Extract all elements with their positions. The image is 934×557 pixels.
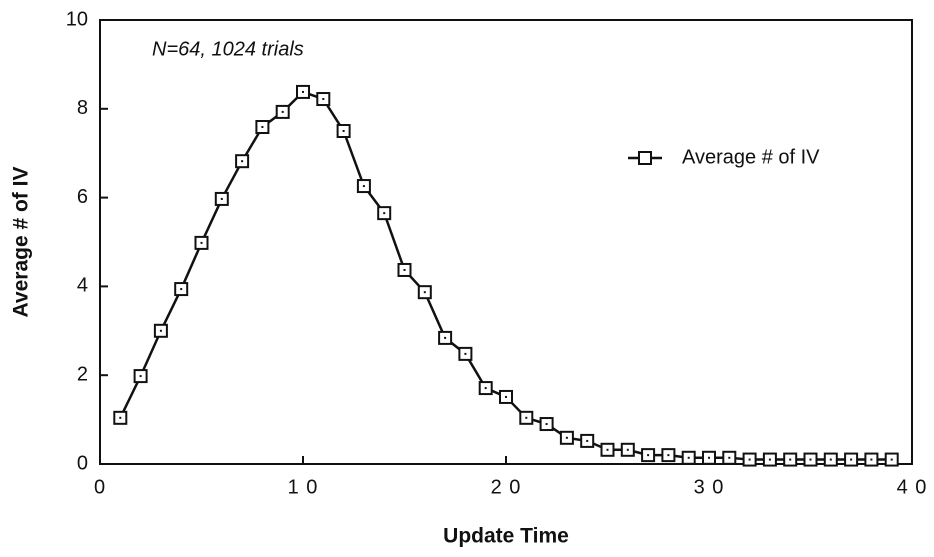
- y-tick-label: 10: [66, 8, 88, 30]
- y-tick-label: 4: [77, 275, 88, 297]
- data-point-dot: [768, 458, 771, 461]
- data-point-dot: [728, 456, 731, 459]
- data-point-dot: [484, 387, 487, 390]
- data-point-dot: [403, 268, 406, 271]
- y-tick-label: 6: [77, 186, 88, 208]
- data-point-dot: [281, 110, 284, 113]
- data-point-dot: [200, 241, 203, 244]
- data-point-dot: [890, 458, 893, 461]
- data-point-dot: [322, 98, 325, 101]
- data-point-dot: [545, 423, 548, 426]
- data-point-dot: [159, 329, 162, 332]
- legend-label: Average # of IV: [682, 146, 820, 168]
- y-tick-label: 2: [77, 363, 88, 385]
- data-point-dot: [220, 197, 223, 200]
- data-point-dot: [423, 291, 426, 294]
- data-point-dot: [505, 395, 507, 398]
- data-point-dot: [606, 448, 609, 451]
- data-point-dot: [748, 458, 751, 461]
- x-tick-label: 1 0: [288, 476, 319, 498]
- data-point-dot: [667, 454, 670, 457]
- annotation: N=64, 1024 trials: [152, 38, 304, 60]
- data-point-dot: [342, 130, 345, 132]
- data-point-dot: [119, 416, 122, 419]
- y-tick-label: 0: [77, 452, 88, 474]
- data-point-dot: [850, 458, 853, 461]
- data-point-dot: [870, 458, 873, 461]
- data-point-dot: [525, 416, 528, 419]
- data-point-dot: [789, 458, 792, 461]
- y-axis-title: Average # of IV: [10, 167, 33, 318]
- x-tick-label: 3 0: [694, 476, 725, 498]
- x-axis-title: Update Time: [443, 525, 569, 548]
- x-tick-label: 0: [94, 476, 106, 498]
- data-point-dot: [241, 160, 244, 163]
- legend-marker: [638, 151, 652, 165]
- data-point-dot: [586, 439, 589, 442]
- data-point-dot: [302, 90, 304, 93]
- data-point-dot: [647, 454, 650, 457]
- data-point-dot: [261, 126, 264, 129]
- data-point-dot: [565, 436, 568, 439]
- data-point-dot: [180, 288, 183, 291]
- data-point-dot: [464, 352, 467, 355]
- data-point-dot: [362, 185, 365, 188]
- data-point-dot: [626, 448, 629, 451]
- data-point-dot: [139, 375, 142, 378]
- data-point-dot: [444, 336, 447, 339]
- data-point-dot: [383, 212, 386, 215]
- data-point-dot: [809, 458, 812, 461]
- x-tick-label: 4 0: [897, 476, 928, 498]
- y-tick-label: 8: [77, 97, 88, 119]
- x-tick-label: 2 0: [491, 476, 522, 498]
- data-point-dot: [829, 458, 832, 461]
- data-point-dot: [708, 456, 710, 459]
- data-point-dot: [687, 456, 690, 459]
